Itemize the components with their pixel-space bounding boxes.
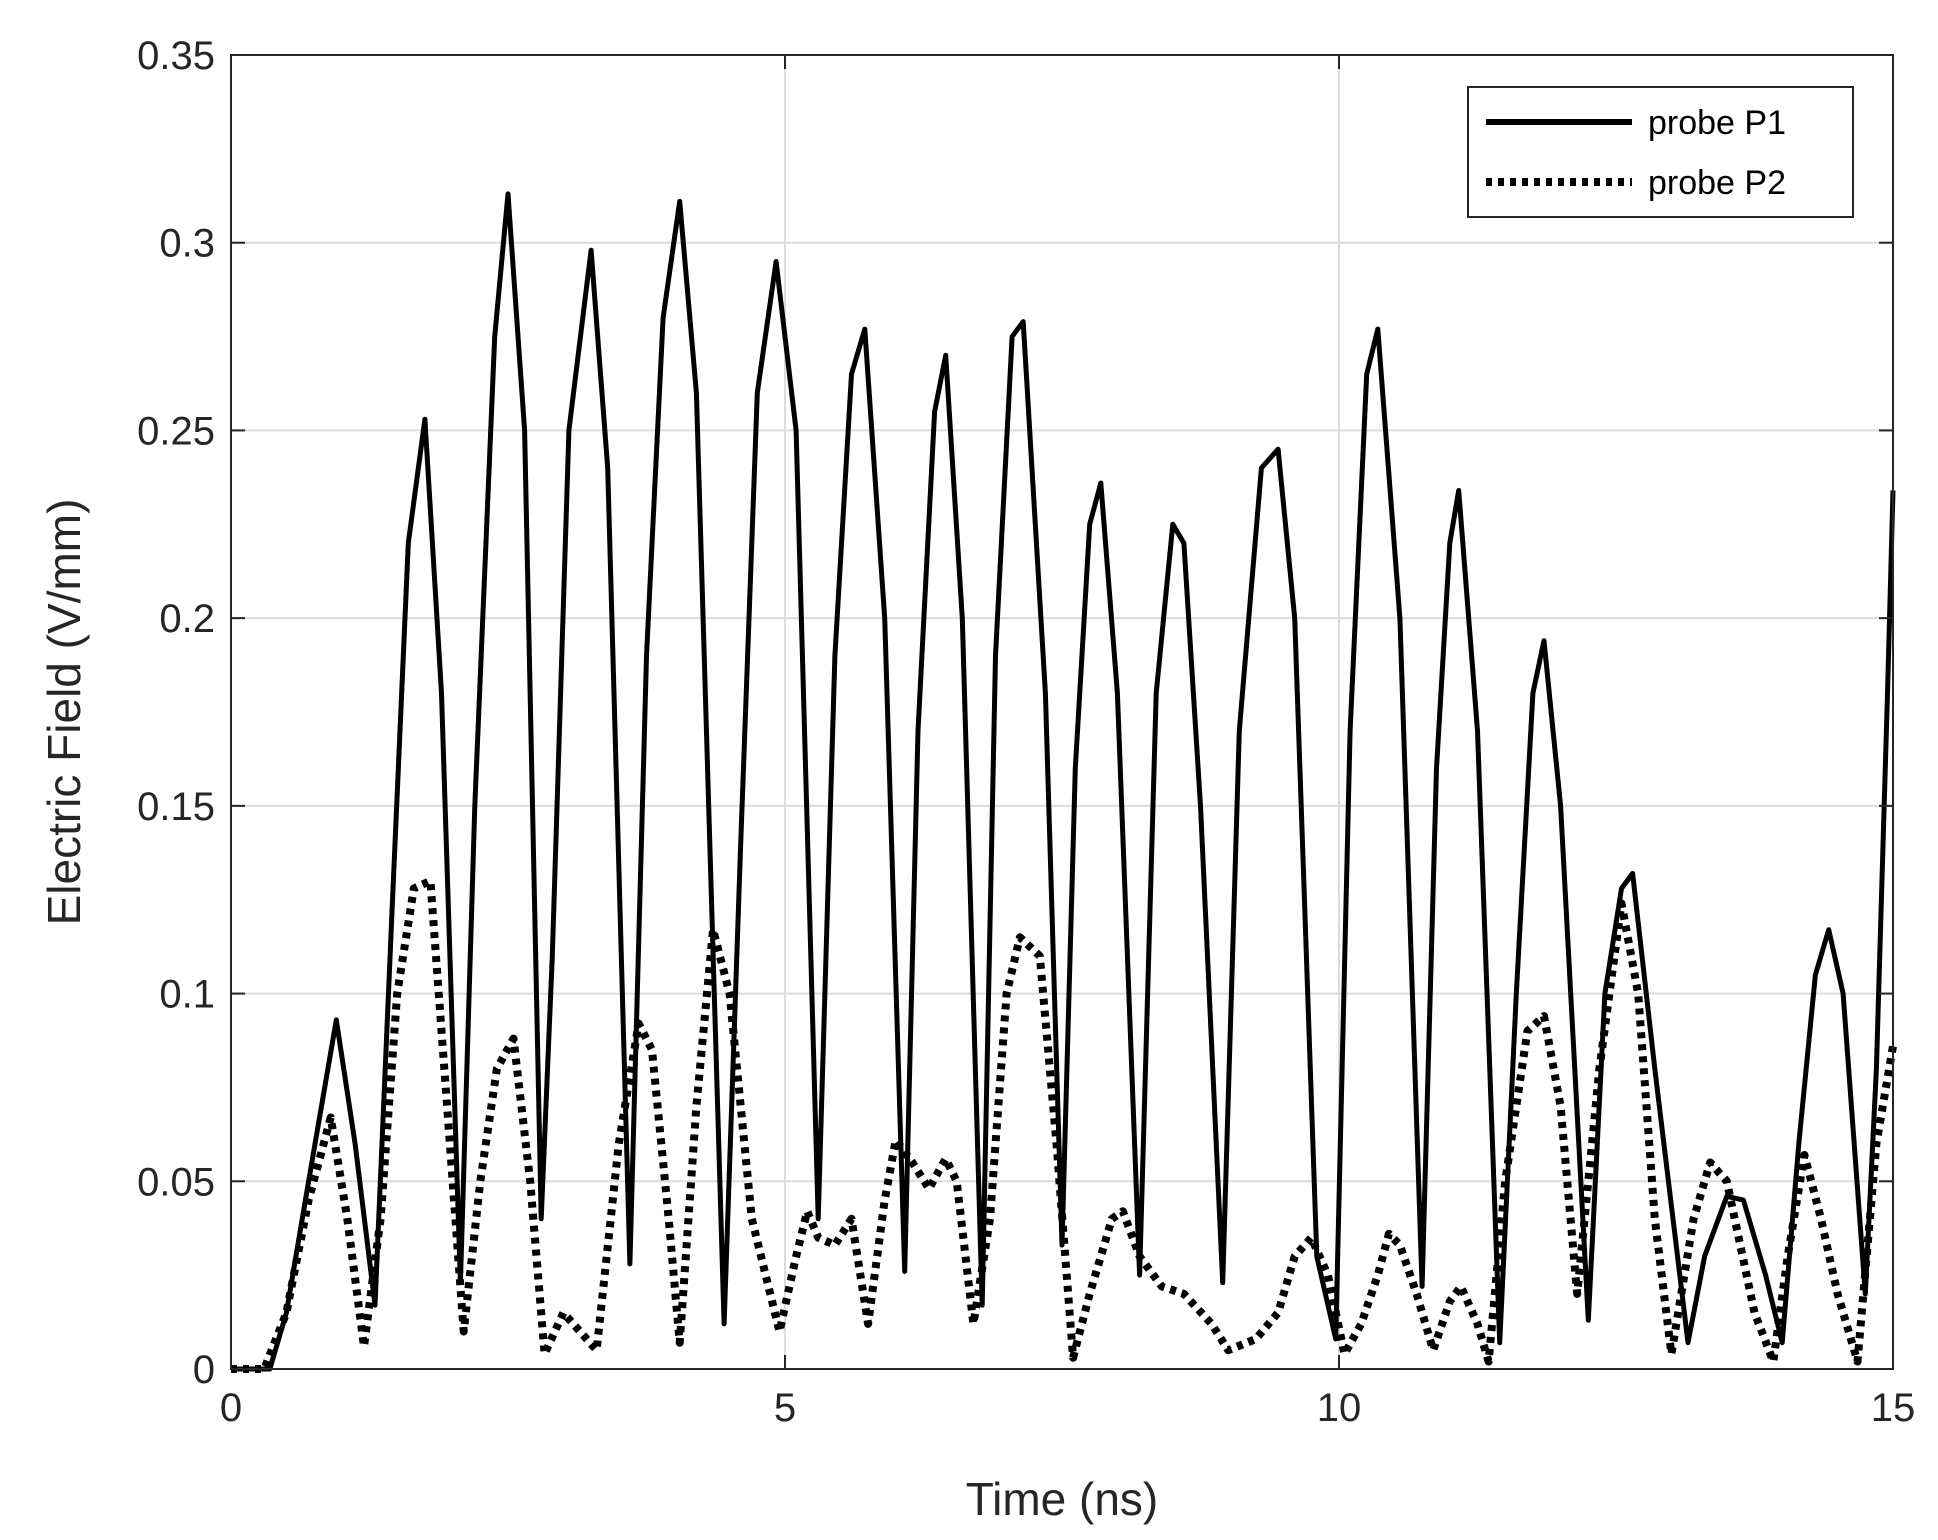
y-tick-label: 0.15: [137, 785, 215, 829]
tick-labels: 0 5 10 15 0 0.05 0.1 0.15 0.2 0.25 0.3 0.35: [137, 34, 1915, 1430]
legend: probe P1 probe P2: [1467, 86, 1854, 218]
axes-box: [230, 54, 1894, 1370]
series-line-probe-p1: [231, 191, 1896, 1372]
x-tick-label: 15: [1871, 1386, 1916, 1430]
y-tick-label: 0.1: [159, 973, 215, 1017]
y-tick-label: 0.35: [137, 34, 215, 78]
y-tick-label: 0.05: [137, 1160, 215, 1204]
y-tick-label: 0.25: [137, 409, 215, 453]
y-tick-label: 0.3: [159, 222, 215, 266]
x-tick-label: 10: [1317, 1386, 1362, 1430]
x-tick-label: 5: [774, 1386, 796, 1430]
series-line-probe-p2: [231, 876, 1897, 1373]
x-axis-label: Time (ns): [966, 1473, 1159, 1525]
series-layer: [231, 191, 1897, 1373]
plot-area: [231, 55, 1893, 1369]
y-tick-label: 0: [193, 1348, 215, 1392]
x-tick-label: 0: [220, 1386, 242, 1430]
legend-label-probe-p2: probe P2: [1648, 164, 1786, 202]
legend-box: [1467, 86, 1854, 218]
ticks: [230, 54, 1894, 1370]
y-axis-label: Electric Field (V/mm): [38, 499, 90, 926]
y-tick-label: 0.2: [159, 597, 215, 641]
legend-label-probe-p1: probe P1: [1648, 104, 1786, 142]
